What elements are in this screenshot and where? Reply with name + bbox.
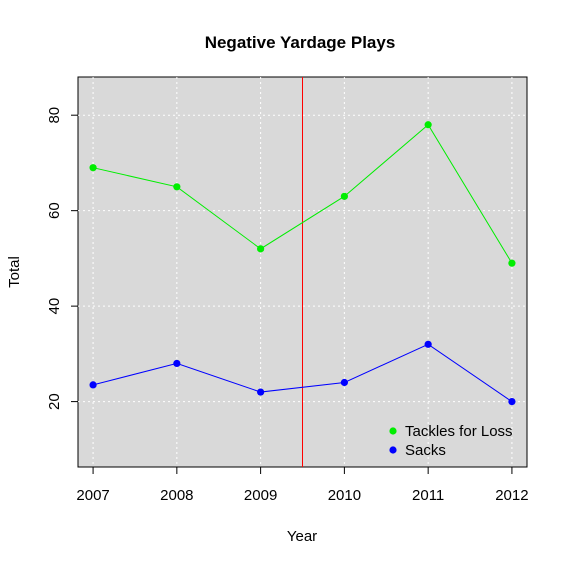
x-axis-label: Year <box>287 528 317 545</box>
legend: Tackles for Loss Sacks <box>389 423 513 459</box>
data-point <box>340 378 348 387</box>
y-tick-label: 20 <box>46 393 63 410</box>
series-1 <box>89 340 516 406</box>
x-tick-label: 2009 <box>244 487 277 504</box>
data-point <box>257 245 265 253</box>
legend-marker <box>389 427 397 435</box>
data-point <box>173 183 181 191</box>
x-tick-label: 2008 <box>160 487 193 504</box>
data-point <box>424 340 432 348</box>
legend-marker <box>389 446 397 454</box>
data-point <box>424 121 432 129</box>
axes: 2007 2008 2009 2010 2011 2012 20 40 60 80 <box>46 107 529 504</box>
legend-label: Sacks <box>405 442 446 459</box>
y-tick-label: 60 <box>46 202 63 219</box>
data-point <box>173 359 181 368</box>
x-tick-label: 2007 <box>76 487 109 504</box>
chart-title: Negative Yardage Plays <box>205 33 396 52</box>
data-point <box>89 381 97 389</box>
data-point <box>257 388 265 396</box>
series-line <box>92 123 513 264</box>
series-0 <box>89 121 516 267</box>
series-line <box>92 343 513 403</box>
legend-label: Tackles for Loss <box>405 423 513 440</box>
data-point <box>508 398 516 406</box>
y-axis-label: Total <box>6 256 23 288</box>
data-point <box>340 192 348 200</box>
x-tick-label: 2012 <box>495 487 528 504</box>
data-point <box>89 164 97 172</box>
y-tick-label: 40 <box>46 298 63 315</box>
series-layer <box>89 121 516 406</box>
x-tick-label: 2010 <box>328 487 361 504</box>
x-tick-label: 2011 <box>412 487 444 504</box>
data-point <box>508 259 516 267</box>
y-tick-label: 80 <box>46 107 63 124</box>
